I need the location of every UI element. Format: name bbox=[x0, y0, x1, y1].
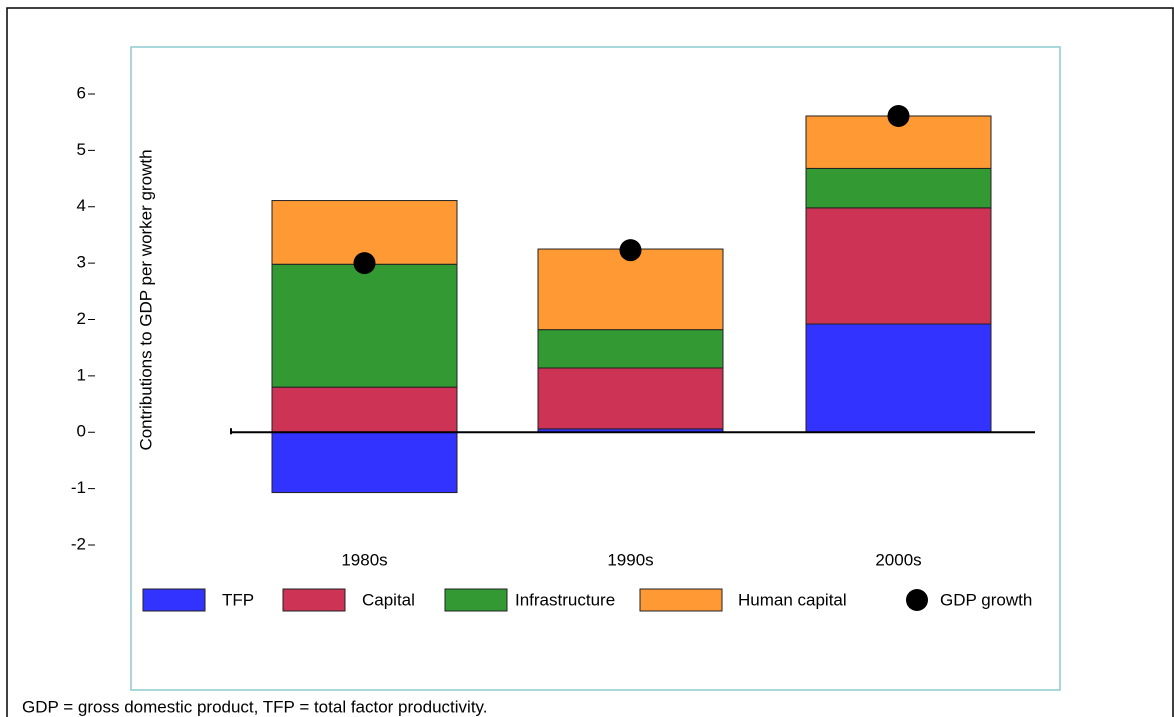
gdp-marker bbox=[619, 239, 642, 262]
y-tick-label: 2 bbox=[77, 309, 86, 328]
legend-swatch bbox=[444, 588, 508, 612]
y-axis-label: Contributions to GDP per worker growth bbox=[136, 149, 155, 450]
gdp-marker bbox=[887, 104, 910, 127]
bar-segment bbox=[271, 386, 458, 433]
y-tick-label: 1 bbox=[77, 365, 86, 384]
x-tick-label: 2000s bbox=[875, 550, 921, 569]
bar-segment bbox=[805, 323, 992, 433]
x-tick-label: 1990s bbox=[607, 550, 653, 569]
y-tick-label: -2 bbox=[71, 534, 86, 553]
bar-segment bbox=[271, 263, 458, 388]
footnote: GDP = gross domestic product, TFP = tota… bbox=[22, 697, 488, 716]
y-tick-label: -1 bbox=[71, 478, 86, 497]
bar-segment bbox=[271, 431, 458, 494]
bar-segment bbox=[805, 207, 992, 325]
legend-swatch bbox=[282, 588, 346, 612]
legend-label: GDP growth bbox=[940, 590, 1032, 609]
legend-label: Capital bbox=[362, 590, 415, 609]
y-tick-label: 6 bbox=[77, 83, 86, 102]
y-tick-label: 4 bbox=[77, 196, 86, 215]
legend-label: Infrastructure bbox=[515, 590, 615, 609]
y-tick-label: 0 bbox=[77, 422, 86, 441]
legend-marker bbox=[906, 589, 928, 611]
bar-segment bbox=[537, 329, 724, 369]
bar-segment bbox=[805, 167, 992, 209]
legend-label: TFP bbox=[222, 590, 254, 609]
gdp-marker bbox=[353, 252, 376, 275]
x-tick-label: 1980s bbox=[341, 550, 387, 569]
plot-panel bbox=[130, 46, 1061, 691]
bar-segment bbox=[537, 248, 724, 331]
y-tick-label: 5 bbox=[77, 140, 86, 159]
legend-swatch bbox=[142, 588, 206, 612]
y-tick-label: 3 bbox=[77, 253, 86, 272]
outer-frame bbox=[6, 7, 1174, 717]
legend-label: Human capital bbox=[738, 590, 847, 609]
legend-swatch bbox=[639, 588, 723, 612]
bar-segment bbox=[537, 367, 724, 430]
